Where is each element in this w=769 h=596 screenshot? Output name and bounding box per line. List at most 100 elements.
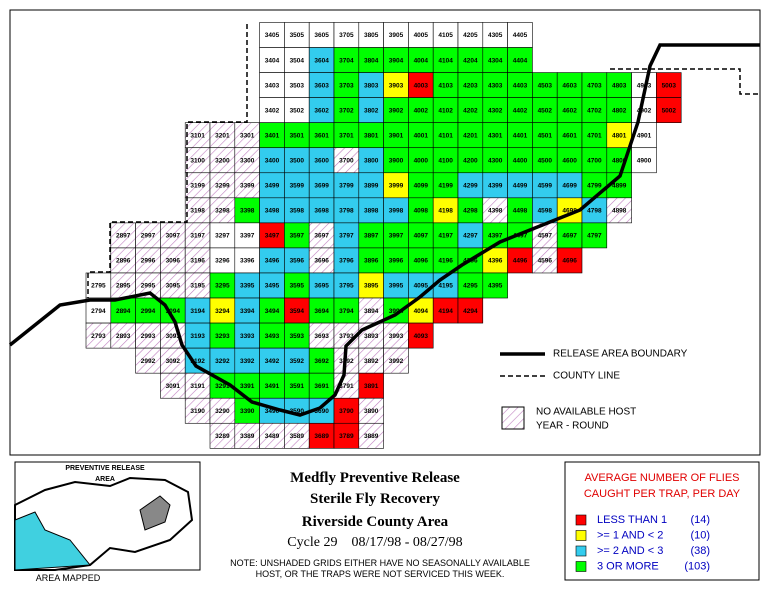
cell-label: 3502 [290,107,305,114]
grid-cell [358,97,384,123]
cell-label: 3396 [240,258,255,265]
grid-cell [432,72,459,98]
grid-cell [333,222,360,249]
grid-cell [482,122,508,149]
note: HOST, OR THE TRAPS WERE NOT SERVICED THI… [256,569,505,579]
grid-cell [284,47,310,73]
cell-label: 4898 [612,208,627,215]
grid-cell [209,222,236,249]
cell-label: 3789 [339,433,354,440]
cell-label: 3695 [314,283,329,290]
grid-cell [135,347,161,374]
cell-label: 3291 [215,383,230,390]
cell-label: 3392 [240,358,255,365]
grid-cell [581,72,608,98]
grid-cell [160,222,186,249]
grid-cell [358,47,384,73]
cell-label: 4396 [488,258,503,265]
grid-cell [556,247,583,274]
grid-cell [110,247,136,274]
cell-label: 3095 [166,283,181,290]
key-swatch [575,545,587,557]
cell-label: 4703 [587,82,602,89]
cell-label: 2893 [116,333,131,340]
cell-label: 2897 [116,233,131,240]
cell-label: 3894 [364,308,379,315]
cell-label: 4298 [463,208,478,215]
cell-label: 3700 [339,157,354,164]
cell-label: 4499 [513,183,528,190]
cell-label: 3505 [290,32,305,39]
cell-label: 3191 [190,383,205,390]
cell-label: 3896 [364,258,379,265]
cell-label: 3198 [190,208,205,215]
cell-label: 5002 [662,107,677,114]
grid-cell [457,122,484,149]
cell-label: 3890 [364,408,379,415]
key-swatch [575,530,587,541]
cell-label: 4602 [562,107,577,114]
cell-label: 4497 [513,233,528,240]
cell-label: 3605 [314,32,329,39]
grid-cell [160,347,186,374]
grid-cell [259,297,285,324]
grid-cell [308,422,335,449]
cell-label: 4502 [538,107,553,114]
cell-label: 4400 [513,157,528,164]
cell-label: 3699 [314,183,329,190]
cell-label: 3397 [240,233,255,240]
cell-label: 3393 [240,333,255,340]
cell-label: 3496 [265,258,280,265]
grid-cell [457,297,484,324]
cycle: Cycle 29 08/17/98 - 08/27/98 [287,535,462,550]
cell-label: 3997 [389,233,404,240]
grid-cell [457,147,484,174]
cell-label: 4395 [488,283,503,290]
cell-label: 3899 [364,183,379,190]
cell-label: 3602 [314,107,329,114]
key-count: (38) [690,545,710,557]
grid-cell [383,47,409,73]
cell-label: 3300 [240,157,255,164]
grid-cell [209,197,236,224]
grid-cell [532,197,558,224]
grid-cell [507,197,533,224]
key-count: (14) [690,514,710,526]
cell-label: 4196 [438,258,453,265]
release-boundary [8,43,760,417]
cell-label: 4801 [612,132,627,139]
cell-label: 4096 [414,258,429,265]
inset-label: AREA [95,476,115,483]
grid-cell [333,172,360,199]
cell-label: 3190 [190,408,205,415]
cell-label: 3598 [290,208,305,215]
cell-label: 4601 [562,132,577,139]
cell-label: 4095 [414,283,429,290]
grid-cell [408,172,434,199]
cell-label: 3395 [240,283,255,290]
grid-cell [408,47,434,73]
grid-cell [308,22,335,48]
cell-label: 3902 [389,107,404,114]
grid-cell [556,122,583,149]
key-label: >= 2 AND < 3 [597,545,663,557]
cell-label: 3101 [190,132,205,139]
key-title: CAUGHT PER TRAP, PER DAY [584,488,741,500]
note: NOTE: UNSHADED GRIDS EITHER HAVE NO SEAS… [230,558,530,568]
cell-label: 3803 [364,82,379,89]
grid-cell [259,422,285,449]
grid-cell [581,222,608,249]
cell-label: 4603 [562,82,577,89]
cell-label: 3403 [265,82,280,89]
cell-label: 3295 [215,283,230,290]
cell-label: 3094 [166,308,181,315]
grid-cell [135,322,161,349]
cell-label: 4295 [463,283,478,290]
cell-label: 3593 [290,333,305,340]
cell-label: 3799 [339,183,354,190]
cell-label: 3390 [240,408,255,415]
cell-label: 5003 [662,82,677,89]
grid-cell [135,297,161,324]
grid-cell [234,197,260,224]
